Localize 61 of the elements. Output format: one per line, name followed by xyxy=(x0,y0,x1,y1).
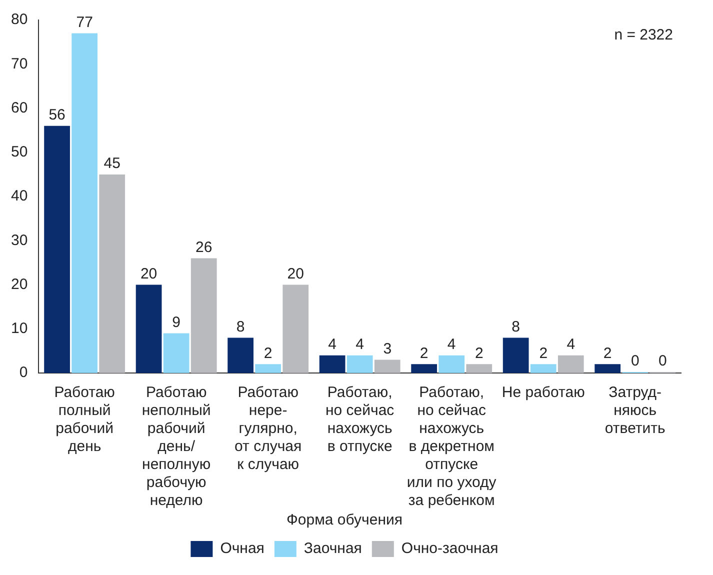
x-tick-label: Работаю нере- гулярно, от случая к случаю xyxy=(234,384,302,474)
bar xyxy=(530,364,556,373)
bar xyxy=(466,364,492,373)
x-tick-label: Работаю, но сейчас нахожусь в декретном отпуске или по уходу за ребенком xyxy=(406,384,497,510)
y-tick-label: 60 xyxy=(10,99,28,116)
data-label: 77 xyxy=(76,14,93,31)
data-label: 2 xyxy=(420,344,428,362)
data-label: 20 xyxy=(287,265,304,282)
y-tick-label: 0 xyxy=(19,364,28,382)
legend-label: Заочная xyxy=(304,540,362,558)
bar xyxy=(502,338,529,373)
bar xyxy=(228,338,254,373)
bar xyxy=(136,284,162,373)
bar xyxy=(255,364,282,373)
data-label: 2 xyxy=(474,344,484,362)
x-tick-label: Работаю неполный рабочий день/ неполную рабочую неделю xyxy=(142,384,211,510)
data-label: 3 xyxy=(383,340,392,358)
bar xyxy=(190,258,217,373)
data-label: 8 xyxy=(512,318,520,336)
data-label: 4 xyxy=(356,336,364,353)
bar xyxy=(374,360,400,373)
legend-title: Форма обучения xyxy=(286,512,402,529)
bar xyxy=(411,364,438,373)
bar xyxy=(99,174,126,373)
bar xyxy=(558,355,584,373)
data-label: 0 xyxy=(658,352,667,370)
legend-label: Очно-заочная xyxy=(401,540,498,558)
data-label: 4 xyxy=(328,336,336,353)
bar xyxy=(346,355,373,373)
data-label: 2 xyxy=(539,344,548,362)
bar xyxy=(282,284,309,373)
y-tick-label: 40 xyxy=(10,188,28,205)
y-tick-label: 50 xyxy=(10,144,28,161)
data-label: 9 xyxy=(172,314,180,331)
bar xyxy=(594,364,621,373)
y-tick-label: 30 xyxy=(10,232,28,249)
bar xyxy=(72,33,98,373)
x-tick-label: Затруд- няюсь ответить xyxy=(604,384,666,438)
data-label: 26 xyxy=(196,238,212,256)
data-label: 0 xyxy=(630,352,640,370)
data-label: 2 xyxy=(264,344,272,362)
y-tick-label: 80 xyxy=(10,11,28,28)
x-tick-label: Не работаю xyxy=(502,384,585,402)
legend-label: Очная xyxy=(220,540,264,558)
y-tick-label: 70 xyxy=(10,55,28,72)
data-label: 4 xyxy=(566,336,576,353)
data-label: 45 xyxy=(104,155,120,172)
y-tick-label: 10 xyxy=(10,320,28,338)
bar xyxy=(319,355,346,373)
x-tick-label: Работаю полный рабочий день xyxy=(54,384,115,456)
data-label: 2 xyxy=(603,344,612,362)
data-label: 4 xyxy=(447,336,456,353)
data-label: 56 xyxy=(48,106,66,124)
annotation: n = 2322 xyxy=(614,26,673,44)
bar xyxy=(44,126,70,373)
data-label: 20 xyxy=(140,265,158,282)
y-tick-label: 20 xyxy=(10,276,28,293)
bar xyxy=(163,333,190,373)
x-tick-label: Работаю, но сейчас нахожусь в отпуске xyxy=(326,384,395,456)
bar xyxy=(438,355,465,373)
data-label: 8 xyxy=(236,318,245,336)
